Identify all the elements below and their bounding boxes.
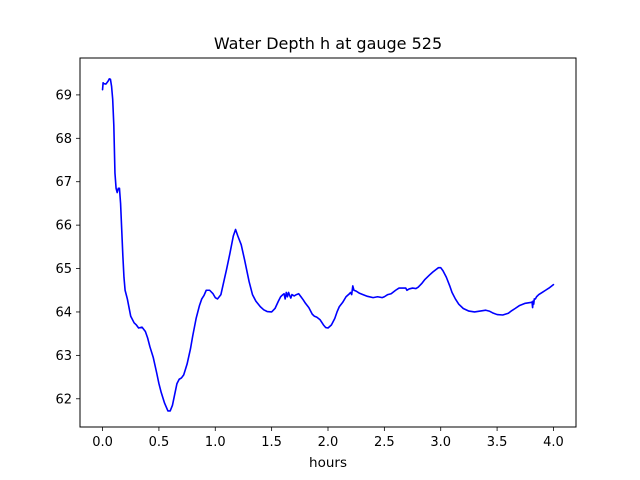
y-tick-label: 64 (55, 305, 72, 320)
y-tick-label: 63 (55, 349, 72, 364)
x-tick-label: 0.5 (149, 435, 170, 450)
x-tick-label: 3.0 (430, 435, 451, 450)
chart-title: Water Depth h at gauge 525 (214, 34, 442, 53)
y-tick-label: 67 (55, 175, 72, 190)
y-axis: 62 63 64 65 66 67 68 69 (55, 88, 80, 407)
x-tick-label: 2.5 (374, 435, 395, 450)
x-tick-label: 3.5 (487, 435, 508, 450)
x-tick-label: 4.0 (543, 435, 564, 450)
y-tick-label: 66 (55, 219, 72, 234)
x-axis: 0.0 0.5 1.0 1.5 2.0 2.5 3.0 3.5 4.0 (92, 427, 564, 450)
series-line-0 (101, 78, 555, 412)
x-tick-label: 1.0 (205, 435, 226, 450)
y-tick-label: 65 (55, 262, 72, 277)
y-tick-label: 62 (55, 392, 72, 407)
x-tick-label: 1.5 (261, 435, 282, 450)
x-tick-label: 0.0 (92, 435, 113, 450)
x-tick-label: 2.0 (318, 435, 339, 450)
x-axis-label: hours (309, 455, 347, 471)
y-tick-label: 68 (55, 132, 72, 147)
y-tick-label: 69 (55, 88, 72, 103)
